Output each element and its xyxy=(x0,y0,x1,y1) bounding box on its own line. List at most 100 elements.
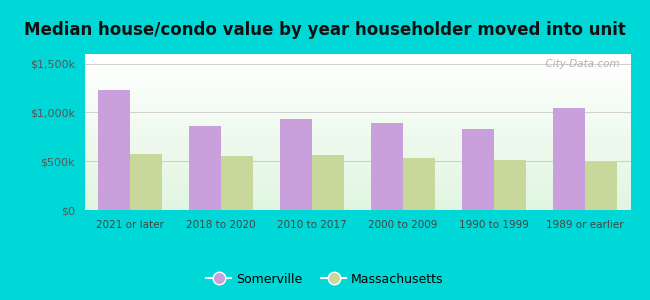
Bar xyxy=(84,188,630,189)
Bar xyxy=(84,78,630,79)
Bar xyxy=(84,121,630,122)
Bar xyxy=(312,155,344,210)
Bar xyxy=(84,136,630,137)
Bar xyxy=(84,175,630,176)
Bar xyxy=(84,73,630,74)
Bar xyxy=(84,60,630,61)
Bar xyxy=(84,132,630,133)
Bar xyxy=(84,74,630,75)
Bar xyxy=(84,182,630,183)
Bar xyxy=(130,154,162,210)
Bar xyxy=(84,176,630,177)
Bar xyxy=(84,112,630,113)
Bar xyxy=(84,76,630,77)
Bar xyxy=(84,179,630,180)
Bar xyxy=(84,99,630,100)
Bar xyxy=(84,93,630,94)
Bar xyxy=(84,90,630,91)
Bar xyxy=(84,158,630,159)
Bar xyxy=(84,167,630,168)
Bar xyxy=(84,75,630,76)
Bar xyxy=(84,180,630,181)
Bar xyxy=(84,106,630,107)
Bar xyxy=(98,90,130,210)
Bar xyxy=(84,100,630,101)
Bar xyxy=(84,61,630,62)
Bar xyxy=(84,86,630,87)
Bar xyxy=(280,119,312,210)
Bar xyxy=(84,171,630,172)
Bar xyxy=(84,137,630,138)
Bar xyxy=(84,102,630,103)
Bar xyxy=(84,63,630,64)
Bar xyxy=(84,199,630,200)
Bar xyxy=(84,174,630,175)
Bar xyxy=(84,129,630,130)
Bar xyxy=(84,124,630,125)
Bar xyxy=(84,153,630,154)
Bar xyxy=(84,143,630,144)
Bar xyxy=(84,149,630,150)
Bar xyxy=(84,92,630,93)
Bar xyxy=(84,169,630,170)
Bar xyxy=(84,191,630,192)
Bar xyxy=(84,77,630,78)
Bar xyxy=(462,129,494,210)
Bar xyxy=(84,111,630,112)
Bar xyxy=(84,116,630,117)
Bar xyxy=(84,103,630,104)
Bar xyxy=(84,146,630,147)
Bar xyxy=(84,209,630,210)
Bar xyxy=(84,88,630,89)
Bar xyxy=(84,183,630,184)
Bar xyxy=(84,202,630,203)
Bar xyxy=(84,64,630,65)
Bar xyxy=(84,66,630,67)
Bar xyxy=(84,55,630,56)
Bar xyxy=(84,81,630,82)
Bar xyxy=(84,194,630,195)
Bar xyxy=(84,110,630,111)
Bar xyxy=(84,172,630,173)
Bar xyxy=(84,118,630,119)
Bar xyxy=(84,161,630,162)
Bar xyxy=(84,91,630,92)
Bar xyxy=(84,166,630,167)
Bar xyxy=(84,114,630,115)
Bar xyxy=(84,56,630,57)
Bar xyxy=(84,164,630,165)
Bar xyxy=(84,140,630,141)
Bar xyxy=(84,117,630,118)
Bar xyxy=(84,87,630,88)
Bar xyxy=(84,72,630,73)
Bar xyxy=(84,200,630,201)
Bar xyxy=(84,95,630,96)
Bar xyxy=(84,181,630,182)
Bar xyxy=(189,126,221,210)
Bar xyxy=(84,197,630,198)
Bar xyxy=(84,71,630,72)
Bar xyxy=(84,141,630,142)
Bar xyxy=(84,186,630,187)
Bar xyxy=(84,193,630,194)
Bar xyxy=(84,170,630,171)
Bar xyxy=(84,157,630,158)
Bar xyxy=(84,107,630,108)
Bar xyxy=(84,83,630,84)
Bar xyxy=(84,138,630,139)
Bar xyxy=(84,151,630,152)
Bar xyxy=(84,142,630,143)
Bar xyxy=(84,59,630,60)
Bar xyxy=(84,139,630,140)
Bar xyxy=(84,126,630,127)
Bar xyxy=(84,208,630,209)
Bar xyxy=(84,133,630,134)
Bar xyxy=(84,205,630,206)
Bar xyxy=(84,203,630,204)
Text: City-Data.com: City-Data.com xyxy=(539,59,619,69)
Bar xyxy=(84,156,630,157)
Bar xyxy=(84,168,630,169)
Bar xyxy=(84,113,630,114)
Bar xyxy=(84,98,630,99)
Bar xyxy=(84,206,630,207)
